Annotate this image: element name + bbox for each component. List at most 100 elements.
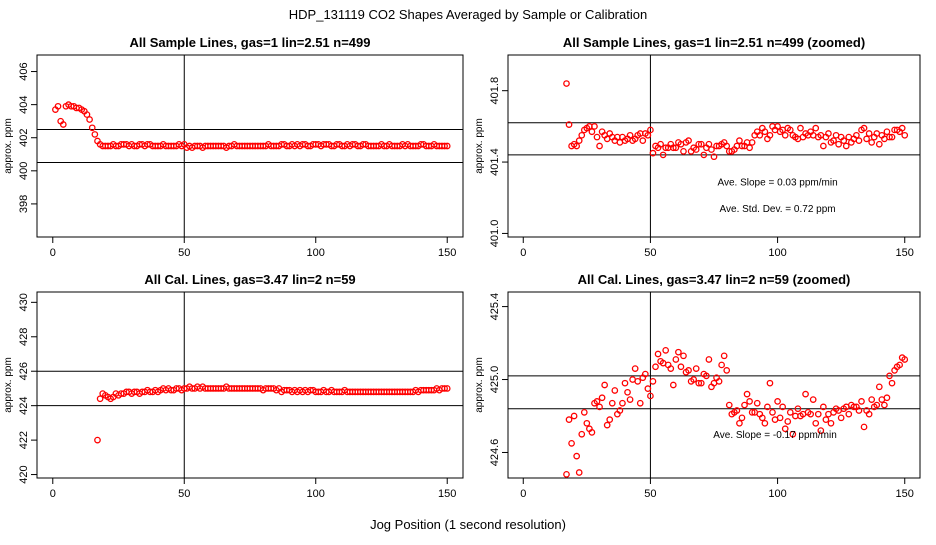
data-point (858, 398, 865, 405)
data-point (761, 128, 769, 136)
data-point (865, 410, 873, 418)
data-point (761, 419, 769, 427)
data-point (624, 388, 631, 396)
data-point (723, 142, 731, 150)
data-point (685, 367, 692, 374)
data-point (94, 436, 101, 444)
y-tick-label: 425.0 (489, 366, 501, 394)
data-point (845, 410, 853, 418)
y-tick-label: 420 (18, 465, 30, 483)
data-point (748, 409, 756, 416)
data-point (675, 348, 682, 356)
annotation-text: Ave. Slope = -0.17 ppm/min (713, 430, 837, 441)
data-point (766, 131, 774, 139)
data-point (695, 140, 703, 148)
data-point (825, 130, 832, 137)
data-point (779, 403, 787, 411)
data-point (733, 407, 741, 414)
plot-frame (507, 291, 921, 479)
y-tick-label: 400 (18, 162, 30, 180)
data-point (601, 381, 608, 389)
y-tick-label: 401.4 (489, 148, 501, 176)
data-point (753, 399, 761, 407)
data-point (591, 123, 598, 130)
data-point (649, 149, 657, 157)
data-point (883, 394, 891, 402)
data-point (738, 142, 746, 150)
data-point (774, 398, 781, 405)
data-point (863, 135, 870, 143)
data-point (631, 365, 639, 372)
y-tick-label: 430 (18, 293, 30, 311)
data-point (781, 131, 789, 139)
x-tick-label: 50 (644, 247, 656, 259)
chart-panel-1: All Sample Lines, gas=1 lin=2.51 n=499 0 5… (3, 35, 464, 259)
data-point (677, 363, 685, 371)
y-tick-label: 401.8 (489, 77, 501, 105)
data-point (868, 139, 876, 146)
data-point (705, 356, 713, 363)
data-point (875, 140, 883, 148)
data-point (685, 137, 692, 144)
plot-frame (507, 54, 921, 238)
data-point (88, 124, 96, 132)
panel-title: All Cal. Lines, gas=3.47 lin=2 n=59 (zoo… (578, 272, 851, 287)
data-point (697, 379, 705, 387)
data-point (710, 153, 718, 161)
data-point (817, 427, 825, 434)
data-point (756, 131, 764, 139)
data-point (621, 379, 629, 387)
y-tick-label: 422 (18, 431, 30, 449)
x-tick-label: 150 (896, 488, 914, 500)
data-point (441, 385, 448, 392)
data-point (563, 80, 570, 87)
data-point (774, 123, 781, 130)
data-point (570, 412, 578, 420)
data-point (794, 405, 802, 413)
plot-frame (36, 54, 464, 238)
x-tick-label: 50 (644, 488, 656, 500)
data-point (736, 137, 743, 144)
data-point (738, 414, 746, 422)
data-point (593, 398, 601, 405)
data-point (652, 363, 659, 371)
panel-title: All Sample Lines, gas=1 lin=2.51 n=499 (130, 35, 371, 50)
data-point (886, 372, 893, 380)
data-point (568, 440, 575, 447)
x-tick-label: 0 (50, 488, 56, 500)
x-tick-label: 0 (520, 488, 526, 500)
chart-panel-4: All Cal. Lines, gas=3.47 lin=2 n=59 (zoo… (474, 272, 921, 500)
data-point (669, 144, 677, 152)
data-point (86, 116, 93, 123)
data-point (657, 140, 664, 148)
y-tick-label: 426 (18, 362, 30, 380)
data-point (784, 418, 792, 425)
data-point (835, 140, 842, 148)
data-point (588, 128, 596, 136)
data-point (563, 471, 570, 478)
data-point (680, 352, 687, 360)
y-tick-label: 401.0 (489, 220, 501, 248)
data-point (593, 133, 601, 141)
data-point (736, 419, 743, 427)
x-tick-label: 150 (896, 247, 914, 259)
data-point (888, 379, 896, 387)
data-point (573, 142, 581, 150)
data-point (583, 419, 591, 427)
y-tick-label: 424 (18, 396, 30, 414)
data-point (820, 142, 827, 150)
y-tick-label: 398 (18, 195, 30, 213)
data-point (644, 385, 652, 392)
x-tick-label: 100 (307, 488, 325, 500)
data-point (723, 367, 731, 374)
data-point (896, 361, 904, 369)
annotation-text: Ave. Slope = 0.03 ppm/min (717, 177, 837, 188)
data-point (647, 126, 654, 134)
data-point (812, 419, 820, 427)
x-tick-label: 100 (768, 488, 786, 500)
chart-panels: All Sample Lines, gas=1 lin=2.51 n=499 0 5… (3, 35, 921, 500)
data-point (812, 124, 820, 132)
data-point (766, 379, 774, 387)
panel-title: All Cal. Lines, gas=3.47 lin=2 n=59 (144, 272, 355, 287)
data-point (575, 137, 583, 144)
